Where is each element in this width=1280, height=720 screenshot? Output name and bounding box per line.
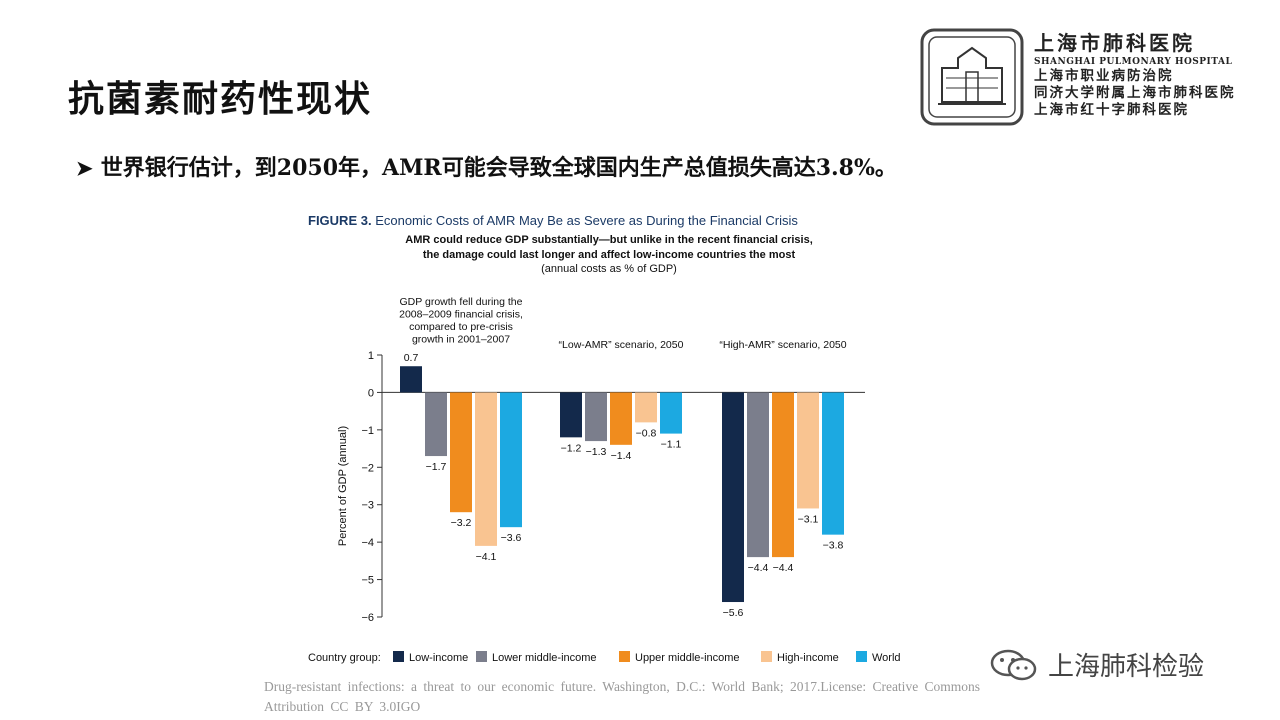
bar xyxy=(425,392,447,457)
group-label: compared to pre-crisis xyxy=(409,321,513,333)
group-label: GDP growth fell during the xyxy=(400,296,523,308)
bar xyxy=(797,392,819,509)
group-label: 2008–2009 financial crisis, xyxy=(399,309,523,321)
bar xyxy=(585,392,607,442)
bullet-text: 世界银行估计，到2050年，AMR可能会导致全球国内生产总值损失高达3.8%。 xyxy=(100,155,897,181)
y-tick-label: −2 xyxy=(361,462,374,474)
bar xyxy=(747,392,769,558)
hospital-subtitle: 上海市红十字肺科医院 xyxy=(1034,102,1189,118)
legend-title: Country group: xyxy=(308,652,381,664)
chart-canvas: FIGURE 3. Economic Costs of AMR May Be a… xyxy=(308,213,901,664)
hospital-name-en: SHANGHAI PULMONARY HOSPITAL xyxy=(1034,57,1233,67)
bar-value-label: −3.1 xyxy=(798,513,819,525)
hospital-subtitle: 同济大学附属上海市肺科医院 xyxy=(1034,85,1236,101)
hospital-subtitle: 上海市职业病防治院 xyxy=(1034,68,1174,84)
bar xyxy=(560,392,582,438)
gdp-loss-chart: FIGURE 3. Economic Costs of AMR May Be a… xyxy=(300,205,1020,675)
bar-value-label: −5.6 xyxy=(723,607,744,619)
bar-value-label: −1.2 xyxy=(561,442,582,454)
watermark: 上海肺科检验 xyxy=(988,646,1204,683)
bar-value-label: −3.8 xyxy=(823,540,844,552)
bar-value-label: −1.3 xyxy=(586,446,607,458)
hospital-name-cn: 上海市肺科医院 xyxy=(1034,31,1195,55)
bar-value-label: −1.7 xyxy=(426,461,447,473)
bar-value-label: −4.4 xyxy=(773,562,794,574)
hospital-seal-icon xyxy=(920,28,1024,126)
group-label: “Low-AMR” scenario, 2050 xyxy=(559,339,684,351)
bar-value-label: 0.7 xyxy=(404,352,419,364)
bar-value-label: −1.4 xyxy=(611,450,632,462)
y-axis-label: Percent of GDP (annual) xyxy=(337,426,349,546)
legend-label: Lower middle-income xyxy=(492,652,597,664)
bar xyxy=(450,392,472,513)
watermark-text: 上海肺科检验 xyxy=(1048,652,1205,682)
legend-swatch xyxy=(619,651,630,662)
legend-swatch xyxy=(476,651,487,662)
bar xyxy=(660,392,682,434)
y-tick-label: −6 xyxy=(361,612,374,624)
y-tick-label: −4 xyxy=(361,537,374,549)
group-label: growth in 2001–2007 xyxy=(412,334,510,346)
chart-subtitle: AMR could reduce GDP substantially—but u… xyxy=(405,234,813,246)
y-tick-label: −1 xyxy=(361,425,374,437)
bar xyxy=(610,392,632,445)
bar xyxy=(635,392,657,423)
bar-value-label: −3.6 xyxy=(501,532,522,544)
legend-label: Upper middle-income xyxy=(635,652,740,664)
bar xyxy=(400,366,422,393)
bullet-point: ➤ 世界银行估计，到2050年，AMR可能会导致全球国内生产总值损失高达3.8%。 xyxy=(76,150,897,182)
bar xyxy=(822,392,844,535)
legend-label: High-income xyxy=(777,652,839,664)
figure-label: FIGURE 3. xyxy=(308,213,375,228)
legend-swatch xyxy=(393,651,404,662)
bar xyxy=(475,392,497,546)
chart-subtitle: the damage could last longer and affect … xyxy=(423,249,796,261)
legend-label: World xyxy=(872,652,901,664)
legend-swatch xyxy=(761,651,772,662)
legend-swatch xyxy=(856,651,867,662)
source-caption: Drug-resistant infections: a threat to o… xyxy=(264,679,981,714)
chart-subtitle-note: (annual costs as % of GDP) xyxy=(541,263,677,275)
y-tick-label: 0 xyxy=(368,387,374,399)
legend-label: Low-income xyxy=(409,652,468,664)
figure-title: Economic Costs of AMR May Be as Severe a… xyxy=(375,213,798,228)
y-tick-label: −5 xyxy=(361,575,374,587)
bar xyxy=(500,392,522,528)
bar xyxy=(772,392,794,558)
wechat-icon xyxy=(990,649,1037,680)
arrow-bullet-icon: ➤ xyxy=(76,156,93,180)
y-tick-label: 1 xyxy=(368,350,374,362)
group-label: “High-AMR” scenario, 2050 xyxy=(719,339,846,351)
y-tick-label: −3 xyxy=(361,500,374,512)
chart-title: FIGURE 3. Economic Costs of AMR May Be a… xyxy=(308,213,798,228)
bar-value-label: −1.1 xyxy=(661,439,682,451)
bar-value-label: −0.8 xyxy=(636,427,657,439)
bar-value-label: −4.4 xyxy=(748,562,769,574)
bar-value-label: −3.2 xyxy=(451,517,472,529)
hospital-logo: 上海市肺科医院 SHANGHAI PULMONARY HOSPITAL 上海市职… xyxy=(920,28,1260,128)
slide-title: 抗菌素耐药性现状 xyxy=(68,78,373,120)
bar-value-label: −4.1 xyxy=(476,551,497,563)
bar xyxy=(722,392,744,603)
